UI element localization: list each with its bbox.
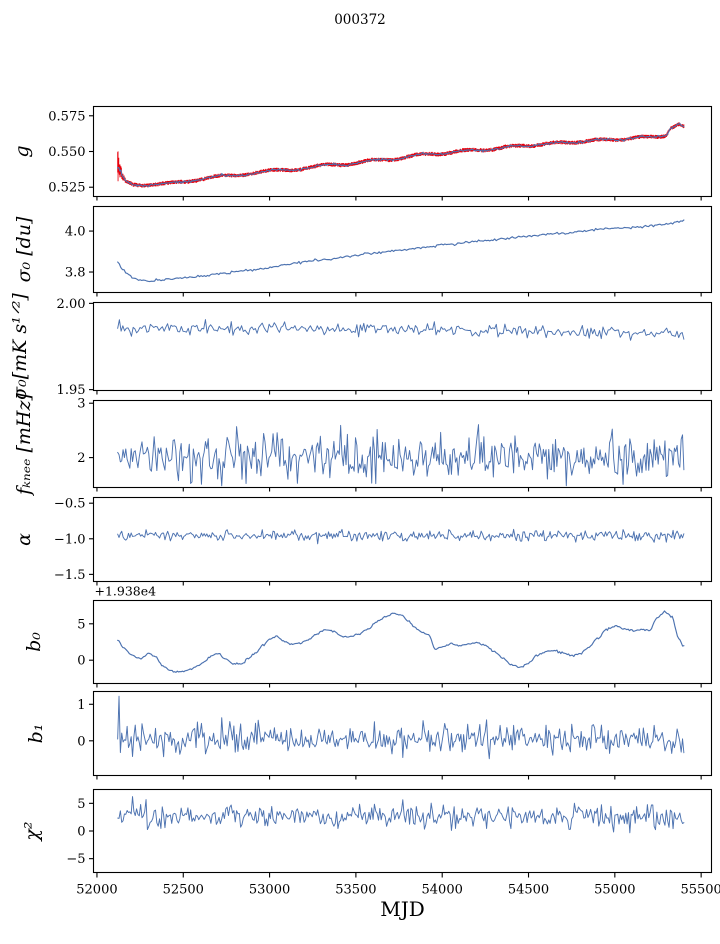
y-tick-label: 0: [77, 654, 85, 669]
y-tick-label: 5: [77, 617, 85, 632]
y-axis-label: σ₀ [du]: [13, 216, 35, 282]
y-tick-label: −0.5: [54, 497, 86, 512]
panel-χ²: −5 0 5 52000 52500 53000 53500 54000 54500 55000 5…: [21, 788, 720, 898]
y-tick-label: 0: [77, 734, 85, 749]
y-tick-label: −1.5: [54, 568, 86, 583]
figure-title: 000372: [334, 12, 386, 28]
panel-b₁: 0 1 b₁: [25, 690, 713, 780]
y-tick-label: 0.550: [48, 145, 85, 160]
data-line-sigma0_mK: [117, 319, 685, 341]
y-tick-label: 1.95: [57, 383, 86, 398]
y-tick-label: 3: [77, 397, 85, 412]
x-tick-label: 52000: [76, 883, 117, 898]
panel-frame: [92, 399, 713, 489]
data-line-alpha: [117, 528, 685, 545]
data-line-sigma0_du: [117, 219, 685, 283]
panel-σ₀ [du]: 3.8 4.0 σ₀ [du]: [13, 205, 713, 297]
panel-frame: [92, 205, 713, 294]
data-line-b1: [117, 695, 685, 760]
y-tick-label: 0.525: [48, 181, 85, 196]
y-axis-label: σ₀[mK s¹ᐟ²]: [9, 293, 31, 400]
panel-frame: [92, 599, 713, 685]
x-tick-label: 52500: [163, 883, 204, 898]
x-tick-label: 55000: [594, 883, 635, 898]
y-axis-label: g: [11, 145, 33, 157]
data-line-chi2: [117, 796, 685, 834]
panel-frame: [92, 690, 713, 777]
y-tick-label: 4.0: [65, 225, 86, 240]
panel-frame: [92, 301, 713, 392]
y-axis-label: χ²: [21, 821, 43, 842]
panel-g: 0.525 0.550 0.575 g: [11, 105, 713, 201]
x-tick-label: 53000: [249, 883, 290, 898]
x-tick-label: 54000: [422, 883, 463, 898]
y-tick-label: 2.00: [57, 297, 86, 312]
y-axis-label: α: [13, 533, 35, 546]
scatter-overlay-g_raw: [117, 122, 685, 188]
panel-f_knee [mHz]: 2 3 fₖₙₑₑ [mHz]: [13, 392, 713, 497]
y-axis-label: b₁: [25, 724, 47, 744]
y-tick-label: 1: [77, 698, 85, 713]
data-line-f_knee: [117, 424, 685, 487]
data-line-g_smooth: [117, 122, 685, 188]
x-tick-label: 54500: [508, 883, 549, 898]
y-tick-label: −5: [66, 852, 85, 867]
x-tick-label: 55500: [680, 883, 720, 898]
axis-offset-label: +1.938e4: [95, 584, 157, 599]
x-tick-label: 53500: [335, 883, 376, 898]
panel-sigma_0 [mK s^{1/2}]: 1.95 2.00 σ₀[mK s¹ᐟ²]: [9, 293, 713, 400]
y-tick-label: 2: [77, 451, 85, 466]
panel-α: −1.5 −1.0 −0.5 α: [13, 496, 713, 586]
y-tick-label: 3.8: [65, 266, 86, 281]
panel-frame: [92, 105, 713, 198]
y-tick-label: 0: [77, 825, 85, 840]
y-axis-label: b₀: [23, 632, 45, 652]
y-axis-label: fₖₙₑₑ [mHz]: [13, 392, 35, 496]
panel-frame: [92, 496, 713, 583]
panel-b₀: 0 5 b₀ +1.938e4: [23, 584, 713, 688]
x-axis-label: MJD: [380, 897, 425, 921]
data-line-b0: [117, 610, 685, 673]
y-tick-label: 0.575: [48, 109, 85, 124]
y-tick-label: −1.0: [54, 532, 86, 547]
y-tick-label: 5: [77, 797, 85, 812]
